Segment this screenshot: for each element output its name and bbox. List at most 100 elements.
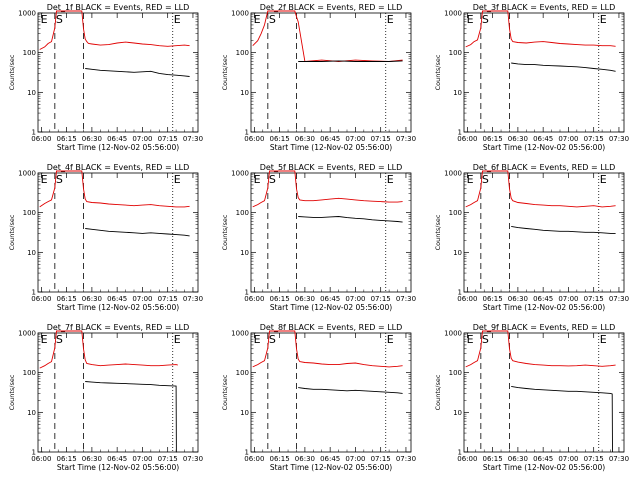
panel-8-mark-end: E — [387, 333, 394, 346]
panel-1-ylabel: Counts/sec — [8, 54, 16, 90]
panel-5-xtick-label: 06:00 — [244, 295, 264, 303]
panel-5-xtick-label: 07:30 — [396, 295, 416, 303]
panel-1-xtick-label: 07:00 — [132, 135, 152, 143]
panel-7-xlabel: Start Time (12-Nov-02 05:56:00) — [57, 463, 179, 472]
panel-4-ytick-label: 1000 — [18, 170, 36, 178]
panel-6-mark-s: S — [482, 173, 489, 186]
panel-4-ytick-label: 100 — [23, 209, 36, 217]
panel-6-ytick-label: 1 — [458, 289, 462, 297]
panel-8-mark-s: S — [269, 333, 276, 346]
panel-2-ytick-label: 1 — [245, 129, 249, 137]
panel-4-xtick-label: 06:30 — [82, 295, 102, 303]
panel-4-ylabel: Counts/sec — [8, 214, 16, 250]
panel-2-ytick-label: 1000 — [231, 10, 249, 18]
panel-9-ylabel: Counts/sec — [434, 374, 442, 410]
panel-5-series-lld — [252, 170, 403, 208]
panel-5-xtick-label: 06:30 — [295, 295, 315, 303]
panel-5-xtick-label: 07:15 — [371, 295, 391, 303]
panel-8-series-lld — [252, 330, 403, 368]
panel-3-ytick-label: 1000 — [444, 10, 462, 18]
panel-3-xtick-label: 06:15 — [483, 135, 503, 143]
panel-8-xtick-label: 07:30 — [396, 455, 416, 463]
panel-3-axes-frame — [463, 12, 625, 133]
panel-7-mark-e: E — [41, 333, 48, 346]
panel-2-xlabel: Start Time (12-Nov-02 05:56:00) — [270, 143, 392, 152]
panel-3-series-lld — [465, 10, 616, 48]
panel-1-mark-e: E — [41, 13, 48, 26]
panel-3-xlabel: Start Time (12-Nov-02 05:56:00) — [483, 143, 605, 152]
panel-6-xtick-label: 06:15 — [483, 295, 503, 303]
panel-9-xtick-label: 07:15 — [584, 455, 604, 463]
panel-6-xtick-label: 06:45 — [533, 295, 553, 303]
panel-6-title: Det_6f BLACK = Events, RED = LLD — [473, 163, 616, 172]
panel-1-xtick-label: 06:15 — [57, 135, 77, 143]
panel-2-xtick-label: 06:30 — [295, 135, 315, 143]
panel-9-xtick-label: 06:45 — [533, 455, 553, 463]
panel-1-xtick-label: 07:15 — [158, 135, 178, 143]
panel-9-ytick-label: 10 — [453, 409, 462, 417]
panel-1-mark-s: S — [56, 13, 63, 26]
panel-2-series-events — [298, 60, 403, 62]
panel-3-xtick-label: 07:30 — [609, 135, 629, 143]
panel-5-xlabel: Start Time (12-Nov-02 05:56:00) — [270, 303, 392, 312]
panel-6-xtick-label: 07:15 — [584, 295, 604, 303]
panel-1-xlabel: Start Time (12-Nov-02 05:56:00) — [57, 143, 179, 152]
panel-8-xtick-label: 06:00 — [244, 455, 264, 463]
panel-6-xtick-label: 06:30 — [508, 295, 528, 303]
panel-2-title: Det_2f BLACK = Events, RED = LLD — [260, 3, 403, 12]
panel-8-ylabel: Counts/sec — [221, 374, 229, 410]
panel-7-ytick-label: 1 — [32, 449, 36, 457]
panel-7-xtick-label: 07:00 — [132, 455, 152, 463]
panel-2-series-lld — [252, 10, 403, 62]
panel-8-xtick-label: 07:00 — [345, 455, 365, 463]
panel-4-mark-end: E — [174, 173, 181, 186]
panel-5-xtick-label: 07:00 — [345, 295, 365, 303]
panel-7-xtick-label: 07:30 — [183, 455, 203, 463]
panel-4-series-events — [85, 228, 190, 237]
panel-5-axes-frame — [250, 172, 412, 293]
panel-2-mark-end: E — [387, 13, 394, 26]
panel-2-xtick-label: 06:45 — [320, 135, 340, 143]
panel-8-axes-frame — [250, 332, 412, 453]
panel-4-mark-e: E — [41, 173, 48, 186]
panel-6-ylabel: Counts/sec — [434, 214, 442, 250]
panel-6-ytick-label: 10 — [453, 249, 462, 257]
panel-1-xtick-label: 07:30 — [183, 135, 203, 143]
panel-6-mark-end: E — [600, 173, 607, 186]
panel-7-ytick-label: 100 — [23, 369, 36, 377]
panel-8-xtick-label: 07:15 — [371, 455, 391, 463]
panel-9-ytick-label: 100 — [449, 369, 462, 377]
panel-7-ylabel: Counts/sec — [8, 374, 16, 410]
panel-6-series-lld — [465, 170, 616, 208]
panel-6-mark-e: E — [467, 173, 474, 186]
panel-7-series-lld — [39, 330, 178, 369]
panel-4-xtick-label: 07:00 — [132, 295, 152, 303]
panel-7-xtick-label: 07:15 — [158, 455, 178, 463]
panel-3-series-events — [511, 62, 616, 72]
panel-3-ytick-label: 10 — [453, 89, 462, 97]
panel-9-mark-end: E — [600, 333, 607, 346]
panel-4-ytick-label: 10 — [27, 249, 36, 257]
panel-1-series-lld — [39, 10, 190, 50]
panel-1-mark-end: E — [174, 13, 181, 26]
panel-7-mark-s: S — [56, 333, 63, 346]
panel-6-xlabel: Start Time (12-Nov-02 05:56:00) — [483, 303, 605, 312]
panel-2-xtick-label: 07:15 — [371, 135, 391, 143]
panel-2-ytick-label: 10 — [240, 89, 249, 97]
panel-4-xtick-label: 06:45 — [107, 295, 127, 303]
panel-2-xtick-label: 06:15 — [270, 135, 290, 143]
panel-7-xtick-label: 06:15 — [57, 455, 77, 463]
panel-7-ytick-label: 10 — [27, 409, 36, 417]
panel-1-xtick-label: 06:45 — [107, 135, 127, 143]
panel-5-ytick-label: 100 — [236, 209, 249, 217]
panel-9-series-events — [511, 385, 613, 453]
panel-3-ylabel: Counts/sec — [434, 54, 442, 90]
panel-9-xlabel: Start Time (12-Nov-02 05:56:00) — [483, 463, 605, 472]
panel-9-xtick-label: 06:00 — [457, 455, 477, 463]
panel-9-xtick-label: 07:30 — [609, 455, 629, 463]
panel-4-xtick-label: 06:00 — [31, 295, 51, 303]
panel-7-ytick-label: 1000 — [18, 330, 36, 338]
panel-8-title: Det_8f BLACK = Events, RED = LLD — [260, 323, 403, 332]
